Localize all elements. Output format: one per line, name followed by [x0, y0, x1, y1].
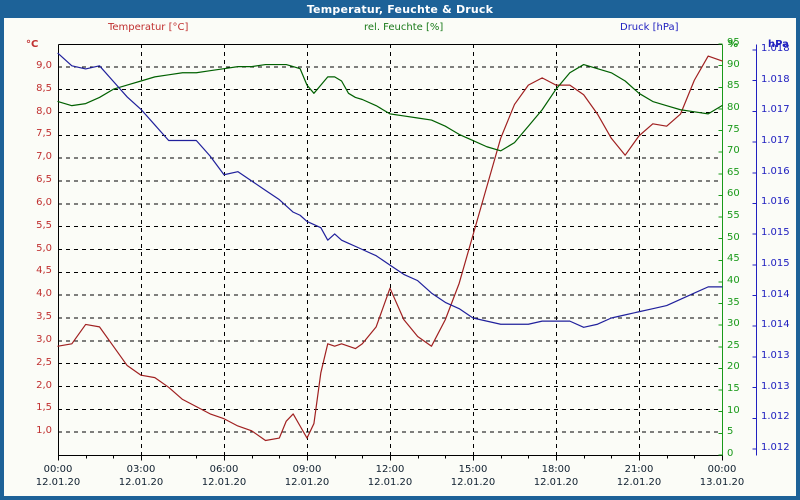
- left-axis-tick: 5,5: [36, 219, 52, 231]
- percent-axis-tick: 0: [727, 448, 734, 459]
- window-titlebar: Temperatur, Feuchte & Druck: [0, 0, 800, 18]
- time-axis-tick-date: 12.01.20: [118, 477, 164, 488]
- left-axis-tick: 7,0: [36, 151, 52, 163]
- left-axis-tick: 9,0: [36, 59, 52, 71]
- time-axis-tick: 15:00 12.01.20: [443, 464, 503, 488]
- hpa-axis-tick: 1.016: [761, 165, 790, 177]
- time-axis-tick-time: 12:00: [375, 464, 405, 475]
- hpa-axis-tick: 1.017: [761, 135, 790, 147]
- right-axis-unit-hpa: hPa: [768, 39, 789, 50]
- hpa-axis-tick: 1.016: [761, 196, 790, 208]
- hpa-axis-tick: 1.013: [761, 380, 790, 392]
- hpa-axis-tick: 1.018: [761, 73, 790, 85]
- percent-axis-tick: 80: [727, 101, 740, 113]
- percent-axis-tick: 45: [727, 253, 740, 265]
- hpa-axis-tick: 1.015: [761, 257, 790, 269]
- time-axis-tick-time: 00:00: [43, 464, 73, 475]
- hpa-axis-tick: 1.014: [761, 319, 790, 331]
- legend-item-pressure: Druck [hPa]: [620, 22, 678, 33]
- hpa-axis-tick: 1.018: [761, 43, 790, 54]
- hpa-axis-tick: 1.015: [761, 227, 790, 239]
- left-axis-tick: 2,0: [36, 379, 52, 391]
- hpa-axis-tick: 1.012: [761, 411, 790, 423]
- percent-axis-tick: 70: [727, 145, 740, 157]
- percent-axis-tick: 25: [727, 339, 740, 351]
- left-axis-tick: 4,5: [36, 265, 52, 277]
- time-axis-tick-time: 09:00: [292, 464, 322, 475]
- percent-axis-tick: 30: [727, 318, 740, 330]
- left-axis-tick: 1,0: [36, 425, 52, 437]
- percent-axis-tick: 40: [727, 274, 740, 286]
- percent-axis-tick: 75: [727, 123, 740, 135]
- time-axis-tick: 12:00 12.01.20: [360, 464, 420, 488]
- hpa-axis-tick: 1.013: [761, 349, 790, 361]
- legend-item-temperature: Temperatur [°C]: [108, 22, 188, 33]
- percent-axis-tick: 90: [727, 58, 740, 70]
- percent-axis-tick: 55: [727, 210, 740, 222]
- legend-label-temperature: Temperatur [°C]: [108, 22, 189, 33]
- right-axis-unit-percent: %: [728, 39, 739, 50]
- left-axis-unit: °C: [26, 39, 39, 50]
- left-axis-tick: 3,5: [36, 311, 52, 322]
- left-axis-tick: 6,5: [36, 174, 52, 185]
- time-axis-tick: 21:00 12.01.20: [609, 464, 669, 488]
- time-axis-tick: 03:00 12.01.20: [111, 464, 171, 488]
- time-axis-tick-date: 12.01.20: [35, 477, 81, 488]
- time-axis-tick: 00:00 13.01.20: [692, 464, 752, 488]
- left-axis-tick: 5,0: [36, 242, 52, 254]
- time-axis-tick: 06:00 12.01.20: [194, 464, 254, 488]
- time-axis-tick-date: 12.01.20: [533, 477, 579, 488]
- left-axis-tick: 4,0: [36, 288, 52, 300]
- time-axis-tick-time: 06:00: [209, 464, 239, 475]
- percent-axis-tick: 35: [727, 296, 740, 308]
- time-axis-tick-time: 00:00: [707, 464, 737, 475]
- time-axis-tick-time: 03:00: [126, 464, 156, 475]
- percent-axis-tick: 65: [727, 166, 740, 178]
- plot-area: [4, 18, 796, 496]
- left-axis-tick: 7,5: [36, 128, 52, 140]
- legend-item-humidity: rel. Feuchte [%]: [364, 22, 443, 33]
- left-axis-tick: 6,0: [36, 196, 52, 208]
- percent-axis-tick: 5: [727, 426, 734, 438]
- time-axis-tick-date: 12.01.20: [201, 477, 247, 488]
- time-axis-tick-time: 15:00: [458, 464, 488, 475]
- legend-label-humidity: rel. Feuchte [%]: [364, 22, 444, 33]
- percent-axis-tick: 60: [727, 188, 740, 200]
- time-axis-tick-date: 12.01.20: [616, 477, 662, 488]
- left-axis-tick: 8,0: [36, 105, 52, 117]
- chart-panel: Temperatur [°C] rel. Feuchte [%] Druck […: [4, 18, 796, 496]
- left-axis-tick: 1,5: [36, 402, 52, 414]
- time-axis-tick: 18:00 12.01.20: [526, 464, 586, 488]
- percent-axis-tick: 10: [727, 404, 740, 416]
- hpa-axis-tick: 1.014: [761, 288, 790, 300]
- hpa-axis-tick: 1.012: [761, 442, 790, 453]
- percent-axis-tick: 50: [727, 231, 740, 243]
- left-axis-tick: 8,5: [36, 82, 52, 94]
- time-axis-tick: 00:00 12.01.20: [28, 464, 88, 488]
- time-axis-tick-time: 18:00: [541, 464, 571, 475]
- left-axis-tick: 3,0: [36, 333, 52, 345]
- window-title: Temperatur, Feuchte & Druck: [306, 2, 494, 16]
- time-axis-tick-date: 12.01.20: [284, 477, 330, 488]
- time-axis-tick-date: 13.01.20: [699, 477, 745, 488]
- hpa-axis-tick: 1.017: [761, 104, 790, 116]
- percent-axis-tick: 20: [727, 361, 740, 373]
- time-axis-tick-date: 12.01.20: [450, 477, 496, 488]
- percent-axis-tick: 95: [727, 37, 740, 48]
- percent-axis-tick: 85: [727, 80, 740, 92]
- chart-svg: [57, 43, 758, 461]
- legend-label-pressure: Druck [hPa]: [620, 22, 679, 33]
- time-axis-tick-date: 12.01.20: [367, 477, 413, 488]
- percent-axis-tick: 15: [727, 383, 740, 395]
- time-axis-tick-time: 21:00: [624, 464, 654, 475]
- left-axis-tick: 2,5: [36, 356, 52, 368]
- time-axis-tick: 09:00 12.01.20: [277, 464, 337, 488]
